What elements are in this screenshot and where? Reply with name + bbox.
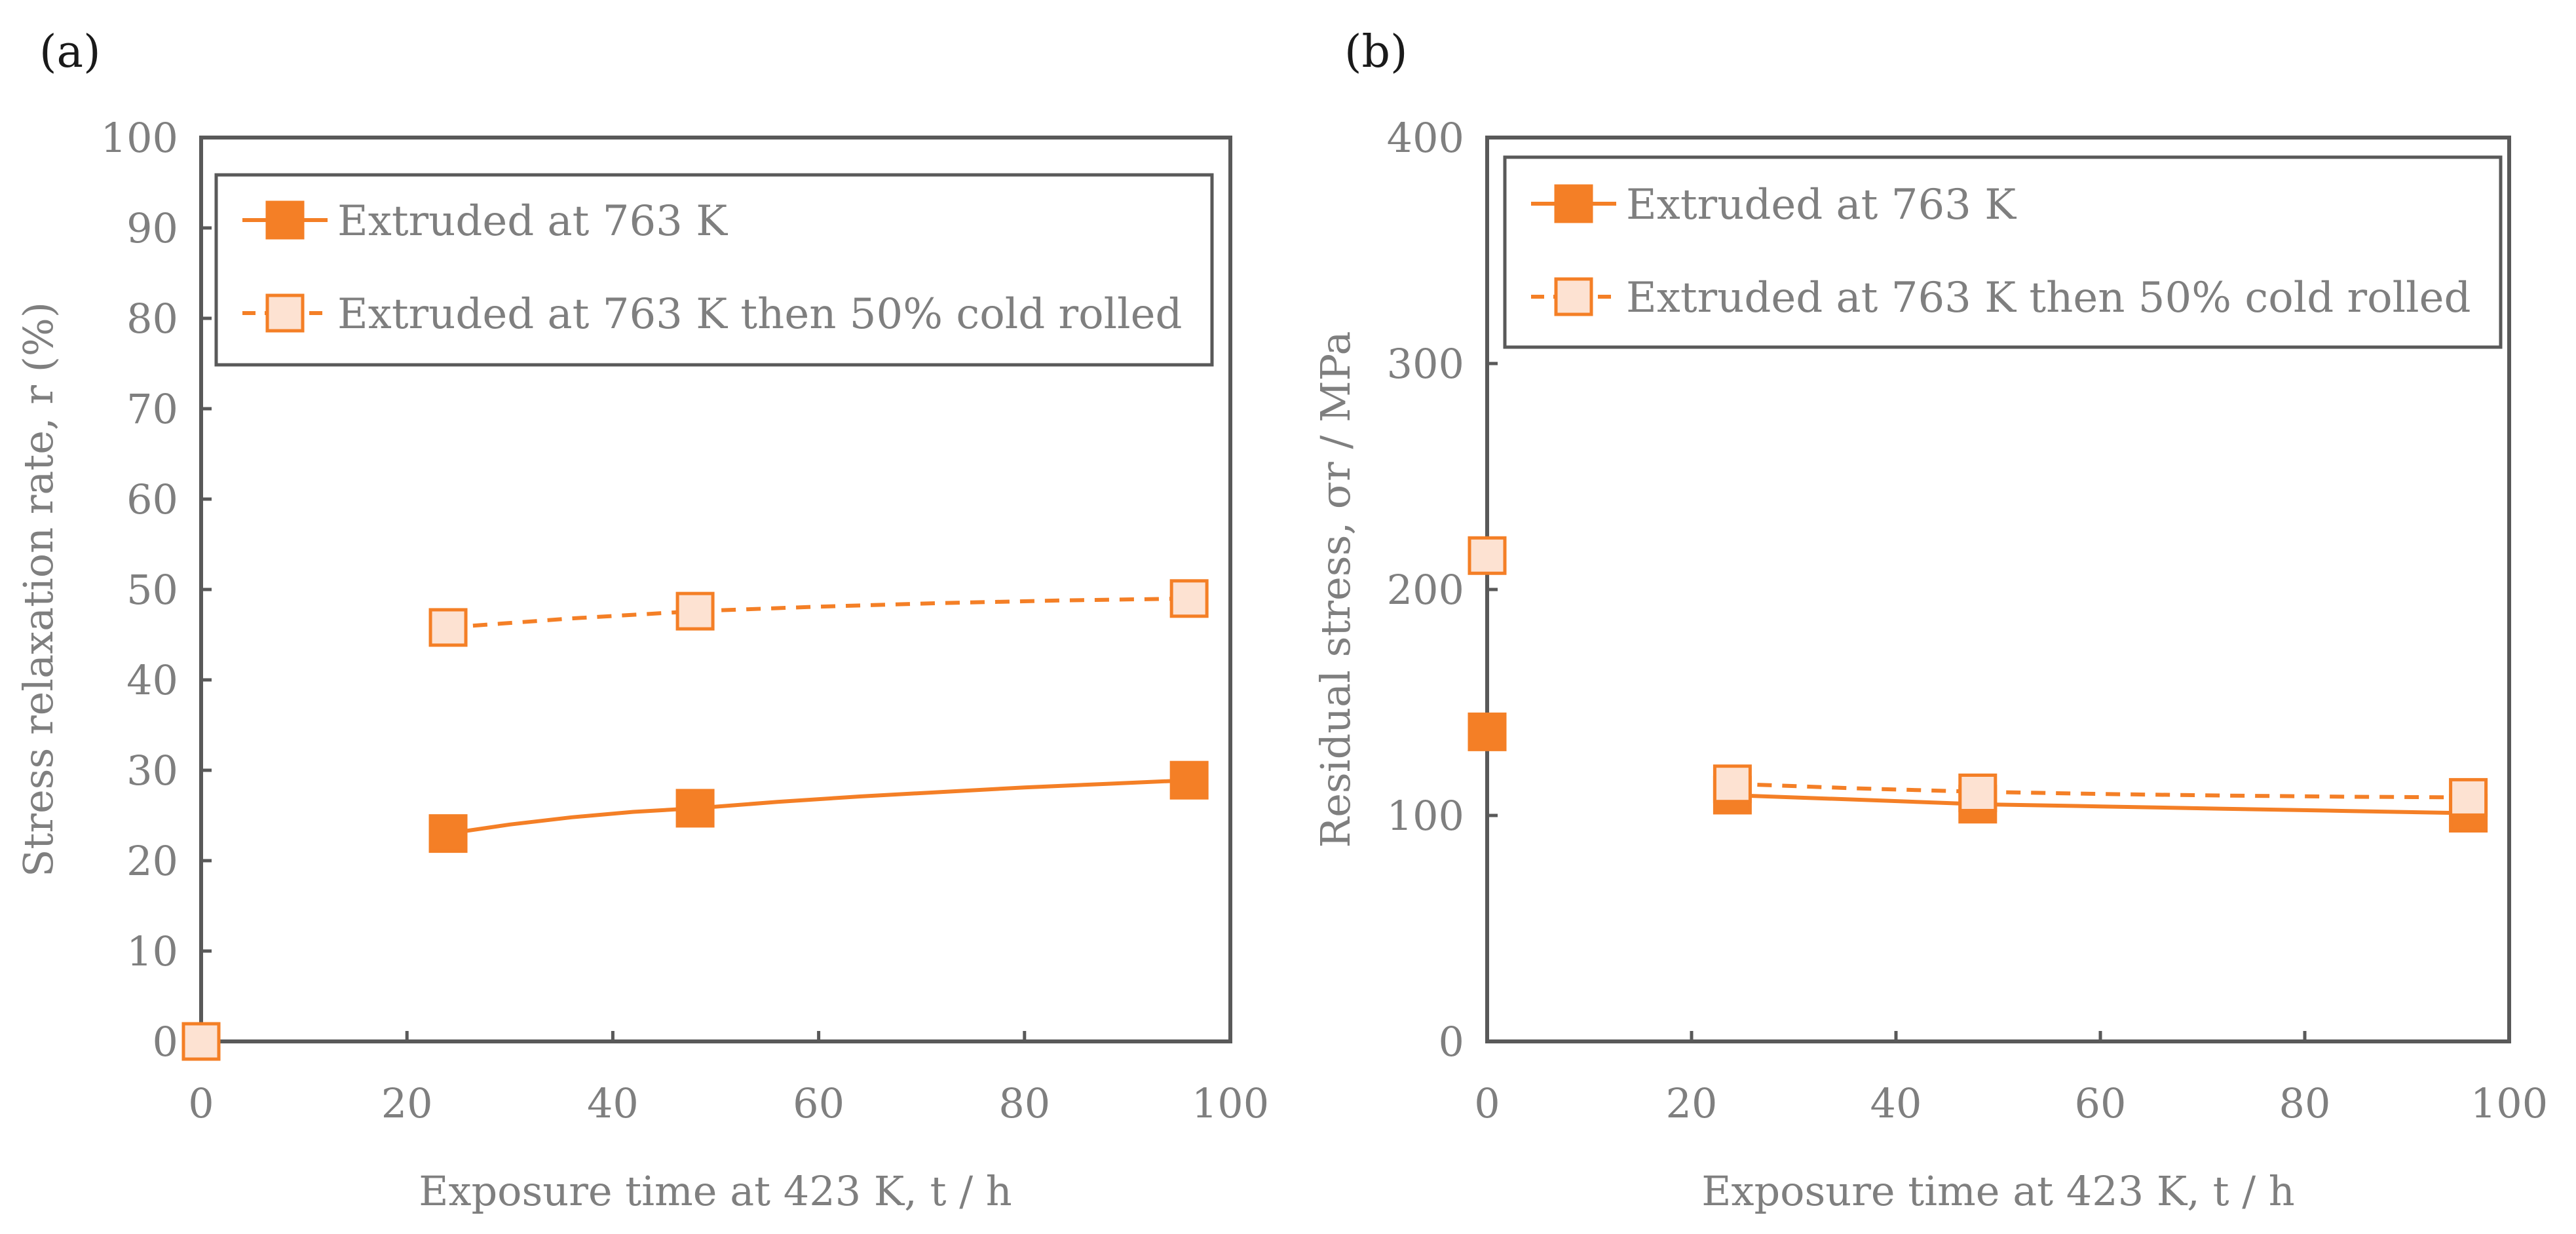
legend-marker-a-0 bbox=[265, 200, 305, 240]
y-axis-title-b: Residual stress, σr / MPa bbox=[1312, 331, 1359, 848]
legend-a: Extruded at 763 K Extruded at 763 K then… bbox=[214, 173, 1214, 367]
legend-label-a-1: Extruded at 763 K then 50% cold rolled bbox=[337, 290, 1182, 339]
x-tick-label: 60 bbox=[793, 1079, 844, 1127]
curves-a bbox=[447, 596, 1190, 836]
series-line-a-0 bbox=[447, 778, 1190, 836]
y-tick-label: 200 bbox=[1387, 566, 1464, 614]
y-tick-label: 0 bbox=[1439, 1018, 1464, 1066]
x-tick-label: 20 bbox=[1666, 1079, 1718, 1127]
x-axis-title-b: Exposure time at 423 K, t / h bbox=[1701, 1167, 2294, 1215]
x-tick-label: 60 bbox=[2075, 1079, 2127, 1127]
x-axis-title-a: Exposure time at 423 K, t / h bbox=[419, 1167, 1012, 1215]
y-ticks-b: 0 100 200 300 400 bbox=[1387, 114, 1498, 1066]
y-tick-label: 80 bbox=[126, 295, 178, 343]
legend-label-b-1: Extruded at 763 K then 50% cold rolled bbox=[1626, 274, 2471, 322]
y-tick-label: 60 bbox=[126, 476, 178, 523]
y-axis-title-a: Stress relaxation rate, r (%) bbox=[14, 302, 62, 877]
data-point-a-1 bbox=[675, 591, 715, 631]
data-point-a-0 bbox=[1169, 760, 1209, 800]
x-tick-label: 80 bbox=[2279, 1079, 2331, 1127]
data-point-a-0 bbox=[675, 789, 715, 828]
x-ticks-b: 0 20 40 60 80 100 bbox=[1474, 1031, 2548, 1127]
x-tick-label: 0 bbox=[188, 1079, 214, 1127]
y-tick-label: 100 bbox=[101, 114, 178, 162]
y-tick-label: 300 bbox=[1387, 340, 1464, 388]
legend-b: Extruded at 763 K Extruded at 763 K then… bbox=[1503, 155, 2503, 349]
data-point-a-1 bbox=[1169, 579, 1209, 618]
x-tick-label: 0 bbox=[1474, 1079, 1500, 1127]
y-tick-label: 50 bbox=[126, 566, 178, 614]
x-tick-label: 40 bbox=[587, 1079, 639, 1127]
legend-marker-b-1 bbox=[1554, 277, 1593, 316]
data-point-a-1 bbox=[181, 1022, 221, 1061]
x-tick-label: 80 bbox=[998, 1079, 1050, 1127]
y-tick-label: 70 bbox=[126, 385, 178, 433]
data-point-a-0 bbox=[428, 814, 468, 853]
data-point-a-1 bbox=[428, 608, 468, 647]
panel-a-label: (a) bbox=[39, 26, 101, 78]
x-tick-label: 40 bbox=[1870, 1079, 1922, 1127]
markers-b bbox=[1468, 536, 2488, 833]
data-point-b-1 bbox=[2449, 777, 2488, 817]
data-point-b-1 bbox=[1958, 774, 1998, 812]
x-tick-label: 20 bbox=[381, 1079, 433, 1127]
data-point-b-1 bbox=[1468, 536, 1507, 575]
y-tick-label: 10 bbox=[126, 927, 178, 975]
data-point-b-0 bbox=[1468, 712, 1507, 751]
series-line-b-1 bbox=[1732, 781, 2469, 800]
series-line-a-1 bbox=[447, 596, 1190, 629]
legend-marker-b-0 bbox=[1554, 184, 1593, 223]
y-ticks-a: 0 10 20 30 40 50 60 70 80 90 100 bbox=[101, 114, 212, 1066]
markers-a bbox=[181, 579, 1209, 1061]
data-point-b-1 bbox=[1713, 764, 1752, 804]
legend-marker-a-1 bbox=[265, 293, 305, 333]
x-ticks-a: 0 20 40 60 80 100 bbox=[188, 1031, 1269, 1127]
y-tick-label: 30 bbox=[126, 747, 178, 795]
y-tick-label: 40 bbox=[126, 656, 178, 704]
legend-label-a-0: Extruded at 763 K bbox=[337, 197, 728, 246]
y-tick-label: 400 bbox=[1387, 114, 1464, 162]
legend-label-b-0: Extruded at 763 K bbox=[1626, 181, 2017, 229]
y-tick-label: 90 bbox=[126, 204, 178, 252]
panel-b-label: (b) bbox=[1344, 26, 1408, 78]
y-tick-label: 0 bbox=[153, 1018, 178, 1066]
y-tick-label: 20 bbox=[126, 837, 178, 885]
curves-b bbox=[1732, 781, 2469, 815]
x-tick-label: 100 bbox=[2471, 1079, 2548, 1127]
x-tick-label: 100 bbox=[1192, 1079, 1269, 1127]
y-tick-label: 100 bbox=[1387, 792, 1464, 840]
series-line-b-0 bbox=[1732, 793, 2469, 815]
